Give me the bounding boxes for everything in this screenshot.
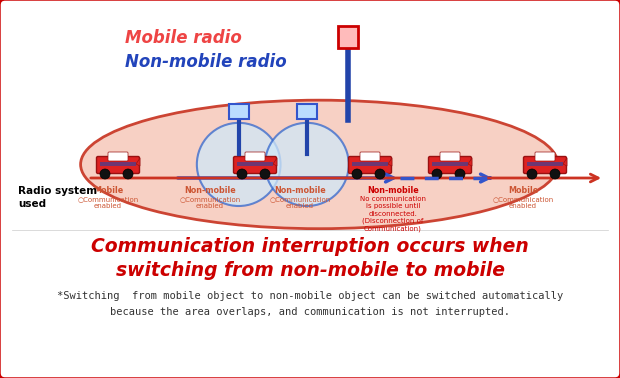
Circle shape bbox=[527, 169, 537, 179]
FancyBboxPatch shape bbox=[440, 152, 460, 161]
FancyBboxPatch shape bbox=[100, 162, 136, 166]
FancyBboxPatch shape bbox=[428, 156, 471, 174]
Text: Mobile: Mobile bbox=[93, 186, 123, 195]
Polygon shape bbox=[136, 158, 140, 166]
FancyArrowPatch shape bbox=[91, 174, 598, 182]
FancyBboxPatch shape bbox=[108, 152, 128, 161]
Text: because the area overlaps, and communication is not interrupted.: because the area overlaps, and communica… bbox=[110, 307, 510, 317]
Circle shape bbox=[455, 169, 465, 179]
Text: Non-mobile: Non-mobile bbox=[367, 186, 419, 195]
FancyBboxPatch shape bbox=[523, 156, 567, 174]
Circle shape bbox=[352, 169, 362, 179]
Circle shape bbox=[375, 169, 385, 179]
FancyBboxPatch shape bbox=[348, 156, 391, 174]
Text: ○Communication
enabled: ○Communication enabled bbox=[269, 196, 330, 209]
Text: Non-mobile: Non-mobile bbox=[274, 186, 326, 195]
FancyBboxPatch shape bbox=[229, 104, 249, 119]
Text: Mobile: Mobile bbox=[508, 186, 538, 195]
Circle shape bbox=[550, 169, 560, 179]
Circle shape bbox=[260, 169, 270, 179]
Text: Non-mobile radio: Non-mobile radio bbox=[125, 53, 286, 71]
FancyBboxPatch shape bbox=[297, 104, 317, 119]
Text: *Switching  from mobile object to non-mobile object can be switched automaticall: *Switching from mobile object to non-mob… bbox=[57, 291, 563, 301]
FancyBboxPatch shape bbox=[97, 156, 140, 174]
FancyBboxPatch shape bbox=[352, 162, 388, 166]
FancyBboxPatch shape bbox=[535, 152, 555, 161]
FancyBboxPatch shape bbox=[237, 162, 273, 166]
Ellipse shape bbox=[265, 123, 348, 206]
Circle shape bbox=[123, 169, 133, 179]
Polygon shape bbox=[273, 158, 277, 166]
Text: Non-mobile: Non-mobile bbox=[184, 186, 236, 195]
Circle shape bbox=[100, 169, 110, 179]
Text: Radio system
used: Radio system used bbox=[18, 186, 97, 209]
FancyBboxPatch shape bbox=[245, 152, 265, 161]
Circle shape bbox=[432, 169, 442, 179]
Text: switching from non-mobile to mobile: switching from non-mobile to mobile bbox=[115, 260, 505, 279]
FancyBboxPatch shape bbox=[432, 162, 468, 166]
Text: Communication interruption occurs when: Communication interruption occurs when bbox=[91, 237, 529, 256]
FancyBboxPatch shape bbox=[338, 26, 358, 48]
Text: ○Communication
enabled: ○Communication enabled bbox=[492, 196, 554, 209]
FancyBboxPatch shape bbox=[234, 156, 277, 174]
Ellipse shape bbox=[197, 123, 280, 206]
Polygon shape bbox=[563, 158, 567, 166]
Polygon shape bbox=[468, 158, 472, 166]
Ellipse shape bbox=[81, 100, 558, 229]
Text: ○Communication
enabled: ○Communication enabled bbox=[179, 196, 241, 209]
FancyBboxPatch shape bbox=[360, 152, 380, 161]
Polygon shape bbox=[388, 158, 392, 166]
FancyBboxPatch shape bbox=[527, 162, 563, 166]
Text: No communication
is possible until
disconnected.
(Disconnection of
Communication: No communication is possible until disco… bbox=[360, 196, 426, 232]
Circle shape bbox=[237, 169, 247, 179]
Text: Mobile radio: Mobile radio bbox=[125, 29, 242, 47]
Text: ○Communication
enabled: ○Communication enabled bbox=[78, 196, 139, 209]
